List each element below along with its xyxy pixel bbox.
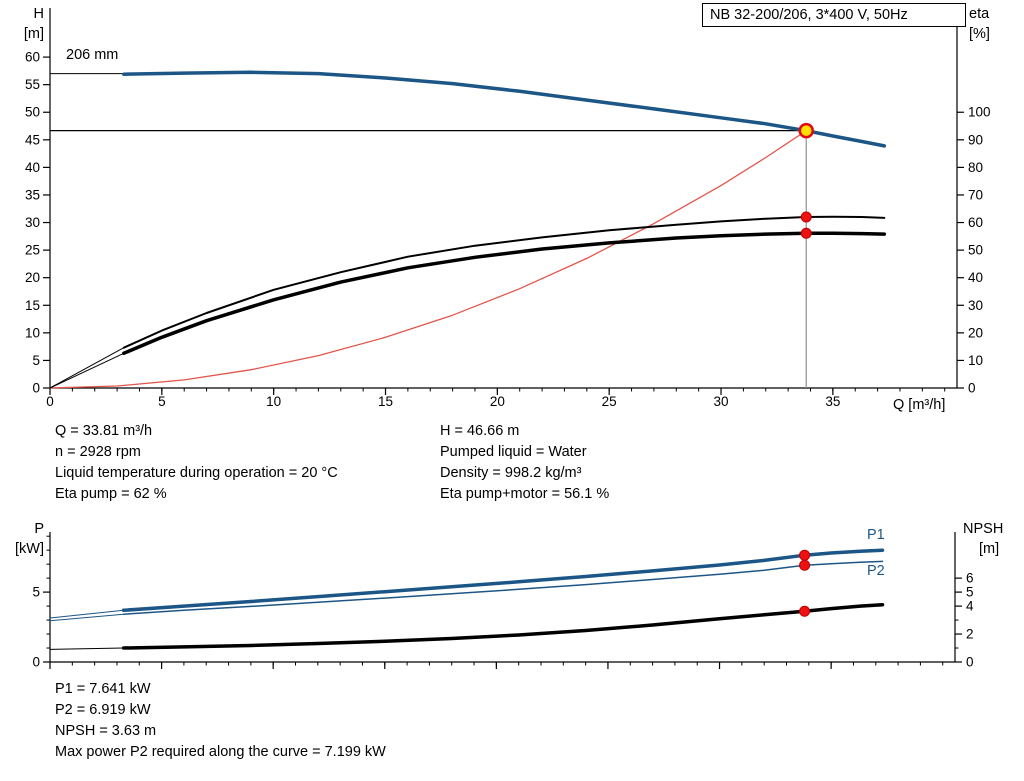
- y-axis-label-power-unit: [kW]: [15, 541, 44, 557]
- svg-text:6: 6: [966, 571, 974, 586]
- svg-text:40: 40: [25, 160, 40, 175]
- p2-curve-label: P2: [867, 563, 885, 579]
- svg-text:60: 60: [968, 215, 983, 230]
- x-axis-label-flow: Q [m³/h]: [893, 397, 946, 413]
- y-axis-label-eta: eta [%]: [969, 4, 990, 44]
- info-line-speed: n = 2928 rpm: [55, 444, 141, 460]
- svg-text:25: 25: [25, 243, 40, 258]
- svg-text:0: 0: [46, 394, 54, 409]
- power-npsh-info: P1 = 7.641 kW P2 = 6.919 kW NPSH = 3.63 …: [55, 679, 386, 763]
- svg-text:0: 0: [968, 381, 976, 396]
- info-line-head: H = 46.66 m: [440, 423, 520, 439]
- info-line-liquid: Pumped liquid = Water: [440, 444, 587, 460]
- svg-text:30: 30: [968, 298, 983, 313]
- y-axis-label-head-unit: [m]: [23, 26, 44, 42]
- svg-text:50: 50: [968, 243, 983, 258]
- svg-text:15: 15: [25, 298, 40, 313]
- svg-text:5: 5: [32, 585, 40, 600]
- info-line-npsh: NPSH = 3.63 m: [55, 723, 157, 739]
- svg-text:20: 20: [968, 325, 983, 340]
- svg-text:40: 40: [968, 270, 983, 285]
- info-line-q: Q = 33.81 m³/h: [55, 423, 153, 439]
- svg-text:0: 0: [966, 655, 974, 670]
- impeller-diameter-label: 206 mm: [66, 47, 119, 63]
- svg-text:20: 20: [25, 270, 40, 285]
- info-line-density: Density = 998.2 kg/m³: [440, 465, 582, 481]
- info-line-p2: P2 = 6.919 kW: [55, 702, 151, 718]
- y-axis-label-power-symbol: P: [34, 521, 44, 537]
- y-axis-label-npsh-unit: [m]: [979, 541, 1000, 557]
- svg-text:60: 60: [25, 50, 40, 65]
- svg-text:80: 80: [968, 160, 983, 175]
- y-axis-label-power: P [kW]: [2, 519, 44, 559]
- svg-text:10: 10: [25, 325, 40, 340]
- svg-text:30: 30: [714, 394, 729, 409]
- info-line-temperature: Liquid temperature during operation = 20…: [55, 465, 338, 481]
- svg-text:30: 30: [25, 215, 40, 230]
- svg-text:35: 35: [25, 187, 40, 202]
- operating-point-info-right: H = 46.66 m Pumped liquid = Water Densit…: [440, 421, 609, 505]
- info-line-eta-pump: Eta pump = 62 %: [55, 486, 167, 502]
- svg-text:5: 5: [32, 353, 40, 368]
- y-axis-label-eta-symbol: eta: [969, 6, 990, 22]
- svg-text:45: 45: [25, 132, 40, 147]
- svg-text:90: 90: [968, 132, 983, 147]
- svg-text:4: 4: [966, 599, 974, 614]
- svg-text:20: 20: [490, 394, 505, 409]
- y-axis-label-npsh-symbol: NPSH: [963, 521, 1004, 537]
- curve-title-box: NB 32-200/206, 3*400 V, 50Hz: [702, 3, 966, 27]
- svg-text:10: 10: [968, 353, 983, 368]
- p1-curve-label: P1: [867, 527, 885, 543]
- operating-point-info-left: Q = 33.81 m³/h n = 2928 rpm Liquid tempe…: [55, 421, 338, 505]
- svg-text:100: 100: [968, 105, 991, 120]
- svg-text:15: 15: [378, 394, 393, 409]
- svg-text:0: 0: [32, 655, 40, 670]
- info-line-eta-pump-motor: Eta pump+motor = 56.1 %: [440, 486, 610, 502]
- svg-text:0: 0: [32, 381, 40, 396]
- y-axis-label-head-symbol: H: [33, 6, 44, 22]
- y-axis-label-npsh: NPSH [m]: [963, 519, 1003, 559]
- info-line-p1: P1 = 7.641 kW: [55, 681, 151, 697]
- svg-text:5: 5: [158, 394, 166, 409]
- svg-text:35: 35: [825, 394, 840, 409]
- svg-text:5: 5: [966, 585, 974, 600]
- y-axis-label-eta-unit: [%]: [969, 26, 990, 42]
- svg-text:2: 2: [966, 627, 974, 642]
- info-line-max-power: Max power P2 required along the curve = …: [55, 744, 386, 760]
- svg-text:25: 25: [602, 394, 617, 409]
- svg-text:70: 70: [968, 187, 983, 202]
- svg-text:55: 55: [25, 77, 40, 92]
- svg-text:10: 10: [266, 394, 281, 409]
- y-axis-label-head: H [m]: [6, 4, 44, 44]
- svg-text:50: 50: [25, 105, 40, 120]
